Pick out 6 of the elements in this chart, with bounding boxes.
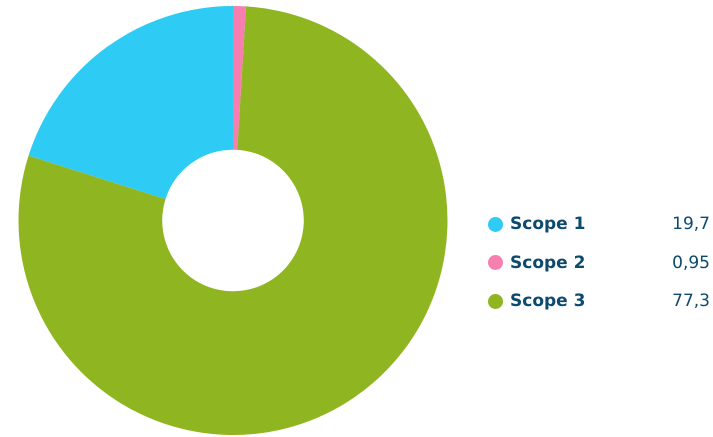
legend-label: Scope 2 — [510, 252, 586, 273]
legend-label: Scope 1 — [510, 214, 586, 234]
data-label: 77,3 — [672, 291, 710, 312]
legend-label: Scope 3 — [510, 291, 586, 312]
data-label: 0,95 — [672, 252, 710, 273]
data-label: 19,7 — [672, 214, 710, 234]
